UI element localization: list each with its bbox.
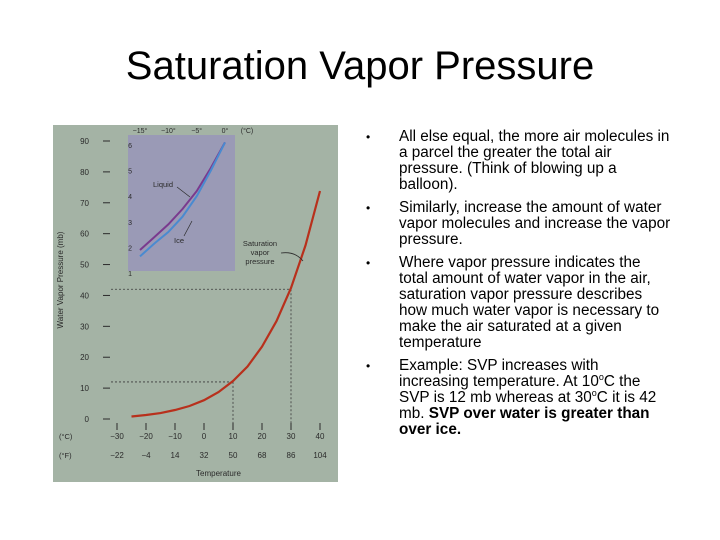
- y-tick-label: 20: [80, 353, 89, 362]
- y-tick-label: 30: [80, 322, 89, 331]
- bullet-text: Similarly, increase the amount of water …: [399, 198, 671, 249]
- y-tick-label: 40: [80, 291, 89, 300]
- y-tick-label: 50: [80, 261, 89, 270]
- x-tick-label-c: 10: [229, 432, 238, 441]
- x-unit-celsius: (°C): [59, 432, 73, 441]
- x-tick-label-f: 104: [313, 451, 327, 460]
- inset-x-tick-label: −5°: [191, 127, 202, 135]
- inset-curve-ice: [139, 141, 226, 258]
- x-tick-label-f: −22: [110, 451, 124, 460]
- svp-curve: [131, 190, 322, 418]
- x-tick-label-c: 20: [258, 432, 267, 441]
- x-axis-title: Temperature: [196, 469, 241, 478]
- x-tick-label-c: 40: [316, 432, 325, 441]
- bullet-text-part: C the SVP is 12 mb whereas at 30: [399, 372, 641, 406]
- annotation-label: Saturation: [243, 239, 277, 248]
- inset-y-tick-label: 1: [128, 271, 132, 278]
- y-tick-label: 90: [80, 137, 89, 146]
- bullet-dot-icon: •: [366, 358, 371, 373]
- degree-superscript: o: [591, 387, 597, 398]
- bullet-item: • Example: SVP increases with increasing …: [366, 356, 672, 439]
- bullet-emphasis: SVP over water is greater than over ice.: [399, 405, 650, 439]
- annotation-label: vapor: [251, 248, 270, 257]
- x-tick-label-c: −20: [139, 432, 153, 441]
- x-tick-label-f: 32: [200, 451, 209, 460]
- bullet-text: Where vapor pressure indicates the total…: [399, 253, 660, 352]
- series-label-liquid: Liquid: [153, 180, 173, 189]
- x-unit-fahrenheit: (°F): [59, 451, 72, 460]
- x-tick-label-f: 50: [229, 451, 238, 460]
- bullet-dot-icon: •: [366, 130, 371, 144]
- bullet-dot-icon: •: [366, 200, 371, 215]
- bullet-dot-icon: •: [366, 255, 371, 270]
- inset-x-tick-label: −15°: [133, 127, 148, 135]
- inset-y-tick-label: 6: [128, 143, 132, 150]
- inset-y-tick-label: 5: [128, 169, 132, 176]
- x-tick-label-c: −10: [168, 432, 182, 441]
- bullet-text: All else equal, the more air molecules i…: [399, 128, 670, 194]
- x-tick-label-c: 0: [202, 432, 207, 441]
- bullet-text-part: C it is 42 mb.: [399, 388, 657, 422]
- x-tick-label-c: −30: [110, 432, 124, 441]
- x-tick-label-f: 14: [171, 451, 180, 460]
- y-tick-label: 70: [80, 199, 89, 208]
- y-axis-title: Water Vapor Pressure (mb): [56, 231, 65, 328]
- inset-y-tick-label: 4: [128, 194, 132, 201]
- inset-x-unit: (°C): [241, 127, 254, 135]
- bullet-item: • All else equal, the more air molecules …: [366, 128, 672, 194]
- bullet-item: • Similarly, increase the amount of water…: [366, 198, 672, 249]
- y-tick-label: 60: [80, 230, 89, 239]
- y-tick-label: 10: [80, 384, 89, 393]
- inset-y-tick-label: 3: [128, 220, 132, 227]
- bullet-text-part: Example: SVP increases with increasing t…: [399, 356, 599, 390]
- x-tick-label-f: −4: [141, 451, 151, 460]
- y-tick-label: 0: [85, 415, 90, 424]
- slide-title: Saturation Vapor Pressure: [125, 44, 595, 88]
- inset-x-tick-label: −10°: [161, 127, 176, 135]
- inset-curve-liquid: [139, 141, 226, 251]
- bullet-list: • All else equal, the more air molecules …: [366, 128, 672, 445]
- annotation-label: pressure: [245, 257, 274, 266]
- inset-y-tick-label: 2: [128, 245, 132, 252]
- y-tick-label: 80: [80, 168, 89, 177]
- degree-superscript: o: [598, 371, 604, 382]
- annotation-arrow: [280, 252, 304, 262]
- x-tick-label-f: 86: [287, 451, 296, 460]
- inset-x-tick-label: 0°: [222, 127, 229, 135]
- x-tick-label-f: 68: [258, 451, 267, 460]
- liquid-leader-line: [176, 186, 191, 198]
- series-label-ice: Ice: [174, 236, 184, 245]
- x-tick-label-c: 30: [287, 432, 296, 441]
- bullet-item: • Where vapor pressure indicates the tota…: [366, 253, 672, 352]
- ice-leader-line: [183, 220, 193, 237]
